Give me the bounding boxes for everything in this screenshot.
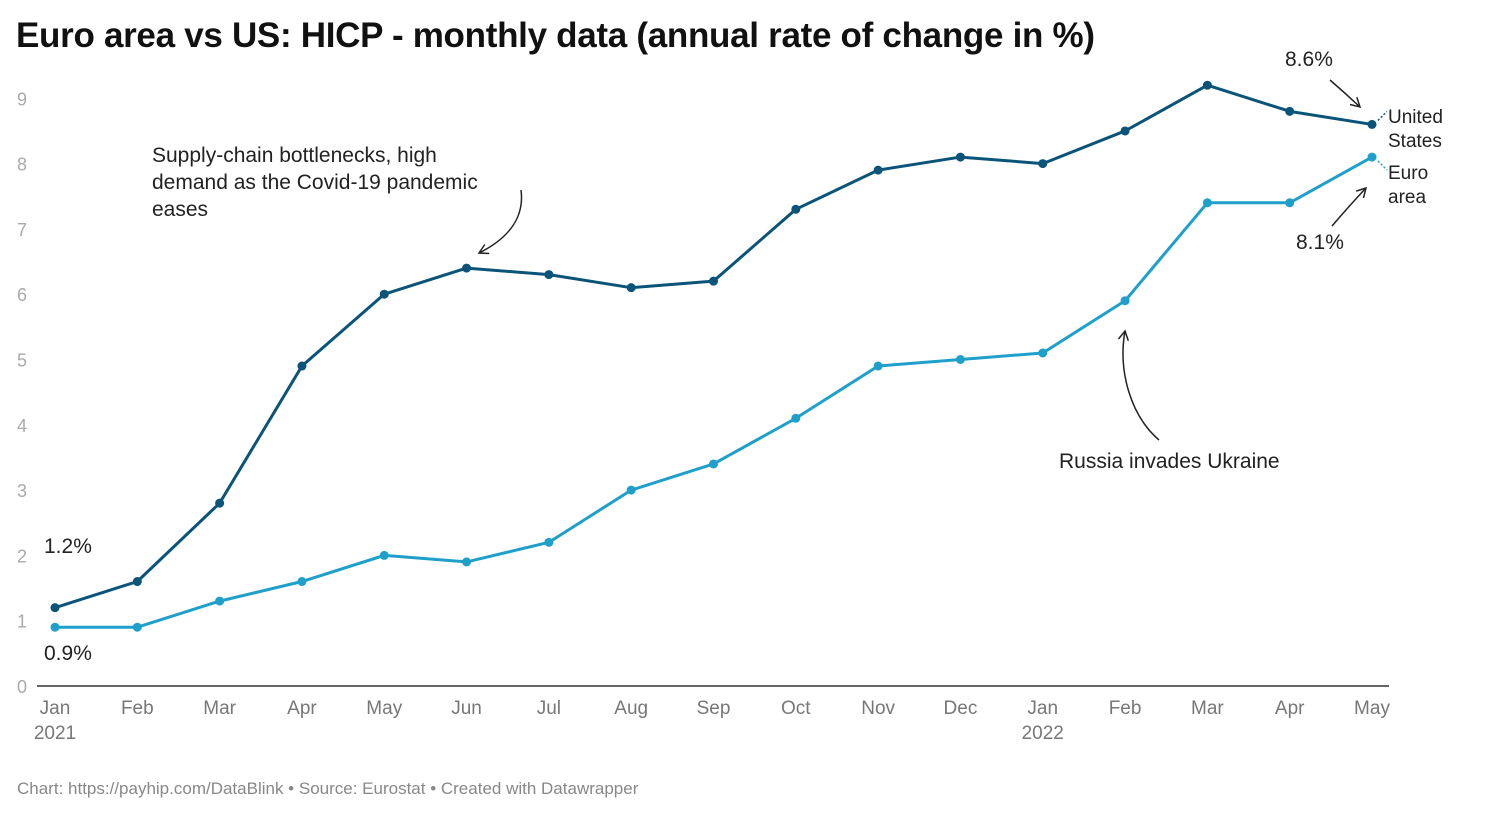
value-label: 8.1%: [1296, 231, 1344, 254]
data-point: [1038, 159, 1048, 169]
value-label: 1.2%: [44, 535, 92, 558]
data-point: [462, 263, 472, 273]
series-line: [55, 155, 1373, 629]
y-tick-label: 9: [17, 89, 27, 109]
x-tick-label: Mar: [1191, 698, 1224, 719]
legend-connector: [1377, 160, 1388, 171]
x-tick-label: Jun: [451, 698, 482, 719]
data-point: [462, 557, 472, 567]
data-point: [297, 361, 307, 371]
data-point: [791, 413, 801, 423]
series-layer: [50, 80, 1377, 632]
data-point: [955, 355, 965, 364]
y-tick-label: 3: [17, 481, 27, 501]
y-tick-label: 5: [17, 351, 27, 371]
annotation-layer: United States Euro area 1.2% 0.9% 8.6% 8.1% Supp…: [44, 48, 1443, 665]
annotation-russia-ukraine: Russia invades Ukraine: [1059, 450, 1280, 473]
y-tick-label: 6: [17, 285, 27, 305]
y-tick-label: 0: [17, 677, 27, 697]
data-point: [215, 498, 225, 508]
data-point: [1367, 152, 1377, 162]
value-label: 0.9%: [44, 642, 92, 665]
data-point: [1202, 198, 1212, 208]
y-axis-ticks: 0 1 2 3 4 5 6 7 8 9: [17, 89, 27, 697]
x-tick-label: May: [366, 698, 402, 719]
value-label: 8.6%: [1285, 48, 1333, 71]
data-point: [544, 270, 554, 280]
x-tick-label: Mar: [203, 698, 236, 719]
chart-title: Euro area vs US: HICP - monthly data (an…: [16, 16, 1095, 55]
y-tick-label: 8: [17, 155, 27, 175]
data-point: [709, 276, 718, 286]
data-point: [132, 577, 142, 587]
x-tick-label: Jan 2021: [34, 698, 76, 744]
data-point: [1120, 296, 1130, 306]
data-point: [132, 622, 142, 632]
data-point: [791, 204, 801, 214]
x-tick-label: Feb: [1109, 698, 1142, 719]
x-tick-label: Nov: [861, 698, 895, 719]
data-point: [50, 622, 60, 632]
x-tick-label: Dec: [944, 698, 978, 719]
data-point: [709, 459, 718, 469]
data-point: [873, 361, 883, 371]
legend-connector: [1377, 110, 1388, 121]
data-point: [626, 283, 636, 293]
y-tick-label: 7: [17, 220, 27, 240]
x-tick-label: Jan 2022: [1022, 698, 1064, 744]
data-point: [215, 596, 225, 606]
annotation-arrow: [1117, 329, 1160, 441]
data-point: [1285, 198, 1295, 208]
x-tick-label: Sep: [697, 698, 731, 719]
x-tick-label: Aug: [614, 698, 648, 719]
legend-label-united-states: United States: [1388, 107, 1443, 152]
data-point: [626, 485, 636, 495]
data-point: [1120, 126, 1130, 136]
chart-footer: Chart: https://payhip.com/DataBlink • So…: [17, 779, 639, 798]
annotation-arrow: [477, 189, 523, 255]
x-tick-label: Apr: [287, 698, 317, 719]
data-point: [1285, 106, 1295, 116]
annotation-supply-chain: Supply-chain bottlenecks, high demand as …: [152, 144, 478, 221]
data-point: [873, 165, 883, 175]
y-tick-label: 1: [17, 612, 27, 632]
data-point: [379, 289, 389, 299]
y-tick-label: 4: [17, 416, 27, 436]
x-axis-ticks: Jan 2021 Feb Mar Apr May Jun Jul Aug Sep Oct Nov Dec…: [34, 698, 1391, 744]
data-point: [1038, 348, 1048, 358]
data-point: [544, 537, 554, 547]
data-point: [955, 152, 965, 162]
data-point: [1202, 80, 1212, 90]
data-point: [297, 577, 307, 587]
value-label-arrow: [1331, 186, 1368, 227]
x-tick-label: May: [1354, 698, 1390, 719]
data-point: [379, 550, 389, 560]
x-tick-label: Apr: [1275, 698, 1305, 719]
x-tick-label: Oct: [781, 698, 811, 719]
data-point: [1367, 119, 1377, 129]
x-tick-label: Jul: [537, 698, 561, 719]
data-point: [50, 603, 60, 613]
x-tick-label: Feb: [121, 698, 154, 719]
value-label-arrow: [1329, 79, 1362, 109]
y-tick-label: 2: [17, 546, 27, 566]
legend-label-euro-area: Euro area: [1388, 163, 1428, 208]
